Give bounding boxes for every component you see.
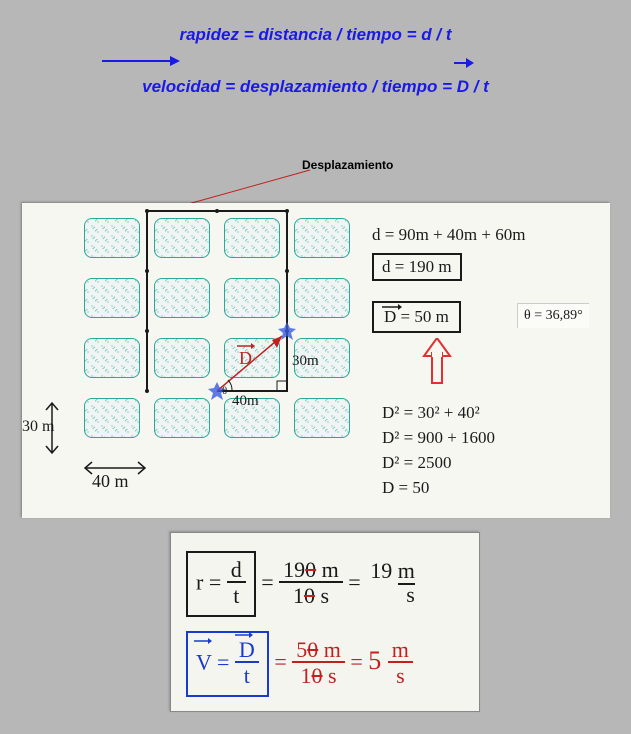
vector-d-label: D [239, 348, 252, 369]
bottom-equations-panel: r = dt = 190 m10 s = 19 ms V = D t = 50 … [170, 532, 480, 712]
eq-pyth1: D² = 30² + 40² [382, 403, 480, 423]
formula-velocidad-c: / t [469, 77, 489, 96]
eq-D-vec: D = 50 m [372, 301, 461, 333]
main-diagram-panel: 40m 30m D θ 30 m 40 m d = 90m + 40m + 60… [22, 203, 610, 518]
angle-theta-label: θ [222, 385, 227, 397]
eq-d-total: d = 190 m [372, 253, 462, 281]
red-arrow-icon [422, 338, 452, 388]
eq-rapidez-calc: r = dt = 190 m10 s = 19 ms [186, 551, 419, 617]
formula-velocidad-D: D [457, 77, 469, 96]
formula-velocidad: velocidad = desplazamiento / tiempo = D … [0, 77, 631, 97]
eq-pyth2: D² = 900 + 1600 [382, 428, 495, 448]
block-grid: 40m 30m D θ [84, 218, 364, 460]
label-30m-inner: 30m [292, 353, 319, 370]
label-30m: 30 m [22, 418, 54, 436]
eq-pyth4: D = 50 [382, 478, 429, 498]
eq-velocidad-calc: V = D t = 50 m10 s = 5 ms [186, 631, 413, 697]
eq-d-sum: d = 90m + 40m + 60m [372, 225, 525, 245]
label-desplazamiento: Desplazamiento [302, 158, 393, 172]
eq-pyth3: D² = 2500 [382, 453, 451, 473]
eq-theta: θ = 36,89° [517, 303, 589, 328]
label-40m-inner: 40m [232, 393, 259, 410]
vector-arrow-d [452, 56, 474, 70]
path-overlay [74, 208, 374, 468]
formula-rapidez: rapidez = distancia / tiempo = d / t [0, 25, 631, 45]
vector-arrow-velocidad [100, 54, 180, 73]
formula-velocidad-a: velocidad = desplazamiento / tiempo = [142, 77, 457, 96]
label-40m: 40 m [92, 471, 129, 492]
